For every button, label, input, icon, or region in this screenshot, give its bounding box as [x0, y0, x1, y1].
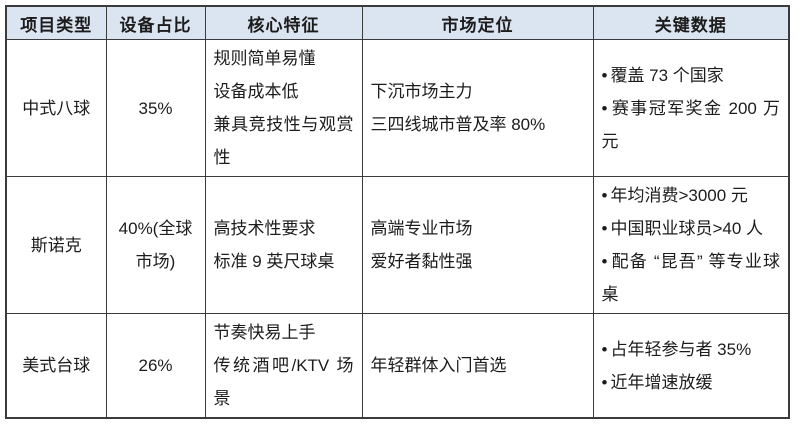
- positioning-line: 三四线城市普及率 80%: [370, 115, 546, 134]
- feature-line: 传统酒吧/KTV 场景: [213, 356, 354, 408]
- key-data-text: 年均消费>3000 元: [610, 186, 748, 205]
- cell-core-features: 节奏快易上手 传统酒吧/KTV 场景: [204, 313, 363, 419]
- bullet-item: • 年均消费>3000 元: [602, 179, 781, 212]
- key-data-text: 近年增速放缓: [610, 372, 713, 392]
- positioning-line: 爱好者黏性强: [370, 252, 473, 271]
- col-header-market-positioning: 市场定位: [361, 5, 594, 40]
- table-body: 中式八球 35% 规则简单易懂 设备成本低 兼具竞技性与观赏性 下沉市场主力 三…: [5, 39, 790, 419]
- bullet-item: • 占年轻参与者 35%: [602, 333, 781, 366]
- cell-key-data: • 年均消费>3000 元 • 中国职业球员>40 人 • 配备 “昆吾” 等专业球桌: [592, 176, 790, 314]
- key-data-text: 赛事冠军奖金 200 万元: [601, 98, 781, 151]
- key-data-text: 中国职业球员>40 人: [610, 219, 764, 238]
- key-data-text: 配备 “昆吾” 等专业球桌: [601, 252, 781, 304]
- bullet-icon: •: [601, 186, 608, 205]
- bullet-icon: •: [601, 98, 608, 118]
- col-header-core-features: 核心特征: [204, 5, 363, 40]
- feature-line: 兼具竞技性与观赏性: [213, 115, 354, 167]
- cell-project-type: 中式八球: [5, 39, 107, 177]
- bullet-icon: •: [601, 65, 608, 85]
- feature-line: 节奏快易上手: [213, 323, 316, 342]
- cell-equipment-share: 35%: [105, 39, 206, 177]
- feature-line: 设备成本低: [213, 82, 299, 101]
- table-row-chinese-eightball: 中式八球 35% 规则简单易懂 设备成本低 兼具竞技性与观赏性 下沉市场主力 三…: [5, 39, 790, 177]
- cell-market-positioning: 年轻群体入门首选: [361, 313, 594, 419]
- cell-core-features: 规则简单易懂 设备成本低 兼具竞技性与观赏性: [204, 39, 363, 177]
- bullet-item: • 近年增速放缓: [602, 366, 781, 399]
- table-row-snooker: 斯诺克 40%(全球市场) 高技术性要求 标准 9 英尺球桌 高端专业市场 爱好…: [5, 176, 790, 314]
- bullet-icon: •: [601, 252, 608, 271]
- key-data-text: 覆盖 73 个国家: [610, 65, 724, 85]
- bullet-icon: •: [601, 372, 608, 392]
- cell-key-data: • 覆盖 73 个国家 • 赛事冠军奖金 200 万元: [592, 39, 790, 177]
- table-row-american-pool: 美式台球 26% 节奏快易上手 传统酒吧/KTV 场景 年轻群体入门首选 • 占年…: [5, 313, 790, 419]
- cell-core-features: 高技术性要求 标准 9 英尺球桌: [204, 176, 363, 314]
- feature-line: 规则简单易懂: [213, 49, 316, 68]
- bullet-item: • 覆盖 73 个国家: [602, 59, 781, 92]
- cell-project-type: 斯诺克: [5, 176, 107, 314]
- cell-key-data: • 占年轻参与者 35% • 近年增速放缓: [592, 313, 790, 419]
- feature-line: 高技术性要求: [213, 219, 316, 238]
- cell-market-positioning: 高端专业市场 爱好者黏性强: [361, 176, 594, 314]
- billiards-market-table: 项目类型 设备占比 核心特征 市场定位 关键数据 中式八球 35% 规则简单易懂…: [5, 5, 790, 419]
- key-data-text: 占年轻参与者 35%: [610, 339, 752, 359]
- col-header-project-type: 项目类型: [5, 5, 107, 40]
- cell-market-positioning: 下沉市场主力 三四线城市普及率 80%: [361, 39, 594, 177]
- cell-equipment-share: 26%: [105, 313, 206, 419]
- col-header-equipment-share: 设备占比: [105, 5, 206, 40]
- col-header-key-data: 关键数据: [592, 5, 790, 40]
- positioning-line: 年轻群体入门首选: [370, 356, 507, 375]
- bullet-icon: •: [601, 339, 608, 359]
- bullet-item: • 中国职业球员>40 人: [602, 212, 781, 245]
- feature-line: 标准 9 英尺球桌: [213, 252, 335, 271]
- cell-equipment-share: 40%(全球市场): [105, 176, 206, 314]
- bullet-icon: •: [601, 219, 608, 238]
- cell-project-type: 美式台球: [5, 313, 107, 419]
- bullet-item: • 配备 “昆吾” 等专业球桌: [602, 245, 781, 311]
- positioning-line: 下沉市场主力: [370, 82, 473, 101]
- positioning-line: 高端专业市场: [370, 219, 473, 238]
- bullet-item: • 赛事冠军奖金 200 万元: [602, 92, 781, 158]
- header-row: 项目类型 设备占比 核心特征 市场定位 关键数据: [5, 5, 790, 40]
